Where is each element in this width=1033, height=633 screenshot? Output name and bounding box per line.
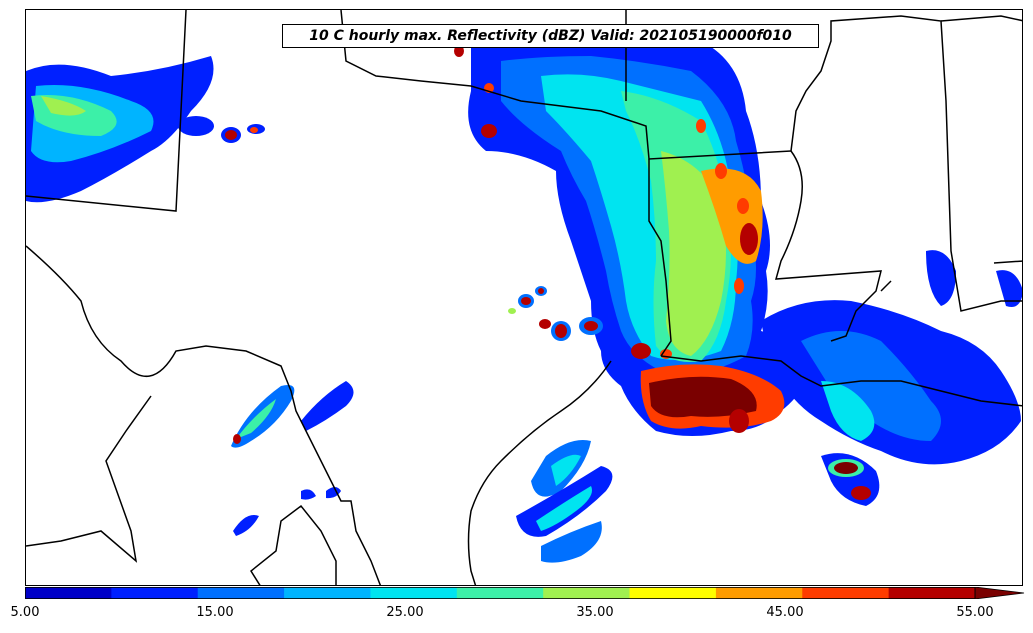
colorbar-segment — [888, 587, 976, 599]
map-canvas — [26, 10, 1022, 585]
colorbar-tick-label: 15.00 — [196, 605, 234, 620]
colorbar-tick-label: 35.00 — [576, 605, 614, 620]
colorbar-extend-arrow — [974, 587, 1025, 599]
colorbar-segment — [802, 587, 890, 599]
colorbar — [25, 587, 1025, 599]
map-title: 10 C hourly max. Reflectivity (dBZ) Vali… — [282, 24, 819, 48]
colorbar-tick-label: 55.00 — [956, 605, 994, 620]
colorbar-tick-label: 5.00 — [10, 605, 40, 620]
reflectivity-field — [26, 28, 1022, 563]
colorbar-segment — [715, 587, 803, 599]
colorbar-segment — [284, 587, 371, 599]
colorbar-segment — [456, 587, 544, 599]
colorbar-tick-label: 25.00 — [386, 605, 424, 620]
reflectivity-map: 10 C hourly max. Reflectivity (dBZ) Vali… — [25, 9, 1023, 586]
colorbar-tick-label: 45.00 — [766, 605, 804, 620]
colorbar-segment — [111, 587, 199, 599]
colorbar-segment — [629, 587, 717, 599]
state-country-boundaries — [26, 10, 1022, 585]
colorbar-segment — [25, 587, 112, 599]
colorbar-segment — [197, 587, 285, 599]
colorbar-outline — [25, 587, 976, 599]
colorbar-segment — [370, 587, 458, 599]
colorbar-segment — [543, 587, 631, 599]
